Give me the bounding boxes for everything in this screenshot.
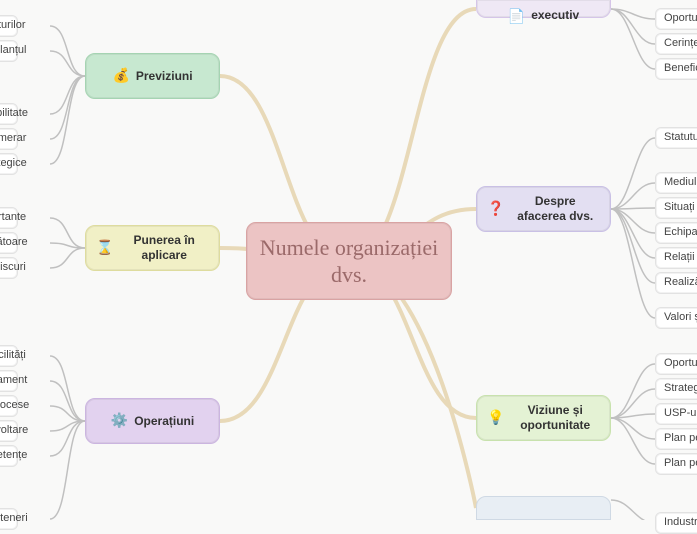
- leaf-punerea-2: Riscuri: [0, 257, 18, 279]
- leaf-viziune-3: Plan pe: [655, 428, 697, 450]
- previziuni-icon: 💰: [112, 67, 129, 85]
- branch-punerea: ⌛ Punerea în aplicare: [85, 225, 220, 271]
- leaf-previziuni-0: sturilor: [0, 15, 18, 37]
- punerea-label: Punerea în aplicare: [119, 233, 209, 263]
- leaf-operatiuni-1: pament: [0, 370, 18, 392]
- executiv-icon: 📄: [508, 8, 525, 26]
- leaf-viziune-0: Oportu: [655, 353, 697, 375]
- branch-despre: ❓ Despre afacerea dvs.: [476, 186, 611, 232]
- partial-branch-bottom-right: [476, 496, 611, 520]
- leaf-operatiuni-5: arteneri: [0, 508, 18, 530]
- leaf-punerea-0: ortante: [0, 207, 18, 229]
- leaf-despre-6: Valori ș: [655, 307, 697, 329]
- leaf-executiv-0: Oportu: [655, 8, 697, 30]
- leaf-despre-5: Realiză: [655, 272, 697, 294]
- operatiuni-icon: ⚙️: [111, 412, 128, 430]
- leaf-operatiuni-2: Procese: [0, 395, 18, 417]
- branch-operatiuni: ⚙️ Operațiuni: [85, 398, 220, 444]
- leaf-despre-3: Echipa: [655, 222, 697, 244]
- branch-viziune: 💡 Viziune și oportunitate: [476, 395, 611, 441]
- viziune-icon: 💡: [487, 409, 504, 427]
- despre-label: Despre afacerea dvs.: [510, 194, 600, 224]
- leaf-despre-4: Relații: [655, 247, 697, 269]
- leaf-previziuni-4: ategice: [0, 153, 18, 175]
- punerea-icon: ⌛: [96, 239, 113, 257]
- leaf-operatiuni-4: petențe: [0, 445, 18, 467]
- branch-previziuni: 💰 Previziuni: [85, 53, 220, 99]
- leaf-viziune-2: USP-ul: [655, 403, 697, 425]
- leaf-punerea-1: nătoare: [0, 232, 18, 254]
- leaf-viziune-1: Strateg: [655, 378, 697, 400]
- leaf-executiv-1: Cerințe: [655, 33, 697, 55]
- operatiuni-label: Operațiuni: [134, 414, 194, 429]
- leaf-previziuni-3: umerar: [0, 128, 18, 150]
- leaf-operatiuni-0: acilități: [0, 345, 18, 367]
- center-node: Numele organizației dvs.: [246, 222, 452, 300]
- leaf-previziuni-2: abilitate: [0, 103, 18, 125]
- executiv-label: executiv: [531, 8, 579, 23]
- leaf-bottom-0: Industr: [655, 512, 697, 534]
- leaf-viziune-4: Plan pe: [655, 453, 697, 475]
- leaf-despre-1: Mediul: [655, 172, 697, 194]
- branch-executiv: 📄executiv: [476, 0, 611, 18]
- despre-icon: ❓: [487, 200, 504, 218]
- leaf-executiv-2: Benefic: [655, 58, 697, 80]
- leaf-operatiuni-3: zvoltare: [0, 420, 18, 442]
- viziune-label: Viziune și oportunitate: [510, 403, 600, 433]
- leaf-despre-0: Statutul: [655, 127, 697, 149]
- previziuni-label: Previziuni: [136, 69, 193, 84]
- leaf-previziuni-1: bilanțul: [0, 40, 18, 62]
- leaf-despre-2: Situați: [655, 197, 697, 219]
